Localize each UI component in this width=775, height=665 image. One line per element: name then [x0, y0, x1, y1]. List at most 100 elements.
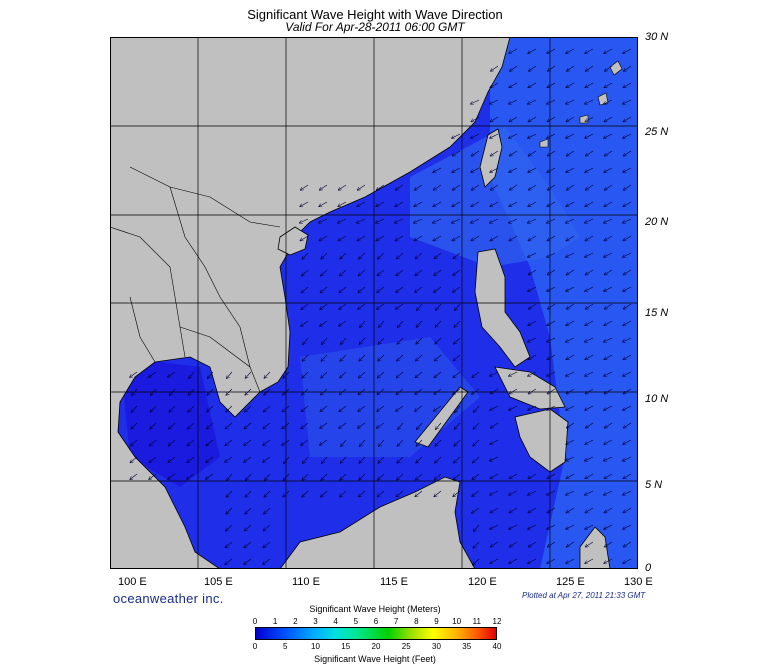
wave-direction-arrow [528, 48, 537, 53]
wave-direction-arrow [472, 371, 480, 377]
wave-direction-arrow [528, 388, 537, 394]
wave-direction-arrow [509, 150, 518, 156]
wave-direction-arrow [206, 456, 214, 462]
wave-direction-arrow [396, 405, 404, 411]
wave-direction-arrow [604, 99, 613, 104]
wave-direction-arrow [585, 473, 594, 479]
wave-direction-arrows [130, 48, 632, 565]
wave-direction-arrow [547, 48, 556, 53]
wave-direction-arrow [378, 371, 385, 378]
wave-direction-arrow [529, 65, 537, 71]
lon-label-105e: 105 E [204, 576, 233, 588]
wave-direction-arrow [225, 439, 233, 446]
lat-label-30n: 30 N [645, 31, 669, 43]
plotted-timestamp: Plotted at Apr 27, 2011 21:33 GMT [522, 591, 646, 600]
wave-direction-arrow [453, 490, 461, 496]
lon-label-100e: 100 E [118, 576, 147, 588]
wave-direction-arrow [623, 82, 632, 88]
wave-direction-arrow [471, 235, 480, 241]
wave-direction-arrow [623, 337, 632, 342]
colorbar-meter-tick: 9 [434, 617, 439, 626]
wave-direction-arrow [416, 354, 423, 361]
wave-direction-arrow [187, 439, 195, 446]
wave-direction-arrow [473, 422, 480, 429]
wave-direction-arrow [322, 456, 328, 463]
wave-direction-arrow [245, 490, 252, 497]
wave-direction-arrow [397, 456, 404, 463]
wave-direction-arrow [130, 456, 138, 463]
wave-direction-arrow [471, 167, 480, 172]
wave-direction-arrow [585, 490, 594, 495]
wave-direction-arrow [585, 439, 594, 444]
wave-direction-arrow [263, 439, 271, 445]
wave-direction-arrow [263, 422, 271, 429]
wave-direction-arrow [339, 405, 347, 412]
wave-direction-arrow [244, 422, 252, 429]
wave-direction-arrow [623, 269, 632, 275]
wave-direction-arrow [245, 371, 252, 378]
wave-direction-arrow [283, 490, 290, 497]
wave-direction-arrow [415, 388, 423, 394]
colorbar-meter-tick: 8 [414, 617, 419, 626]
wave-direction-arrow [585, 541, 594, 547]
colorbar-title-meters: Significant Wave Height (Meters) [309, 604, 441, 614]
wave-direction-arrow [131, 439, 138, 446]
wave-direction-arrow [415, 269, 423, 276]
colorbar-meter-tick: 11 [472, 617, 481, 626]
land-sulawesi [579, 526, 611, 569]
wave-direction-arrow [149, 473, 157, 479]
wave-direction-arrow [452, 218, 461, 223]
wave-direction-arrow [434, 184, 442, 190]
wave-direction-arrow [547, 405, 556, 410]
wave-direction-arrow [264, 490, 271, 497]
wave-direction-arrow [303, 456, 309, 463]
wave-direction-arrow [321, 269, 328, 276]
wave-direction-arrow [303, 337, 309, 344]
wave-direction-arrow [300, 218, 309, 223]
wave-direction-arrow [340, 252, 347, 259]
wave-direction-arrow [301, 320, 309, 326]
wave-direction-arrow [528, 371, 537, 376]
wave-direction-arrow [547, 473, 556, 479]
colorbar-meter-tick: 10 [452, 617, 462, 626]
wave-direction-arrow [377, 269, 385, 276]
wave-direction-arrow [452, 150, 461, 156]
wave-direction-arrow [208, 371, 214, 378]
wave-direction-arrow [604, 388, 613, 394]
wave-direction-arrow [604, 82, 613, 88]
wave-direction-arrow [358, 303, 366, 309]
wave-direction-arrow [452, 201, 461, 207]
wave-direction-arrow [453, 354, 461, 361]
wave-direction-arrow [567, 65, 575, 71]
wave-direction-arrow [473, 456, 480, 463]
wave-direction-arrow [528, 507, 537, 513]
wave-direction-arrow [283, 371, 290, 378]
map-subtitle: Valid For Apr-28-2011 06:00 GMT [285, 20, 465, 34]
wave-direction-arrow [396, 184, 404, 190]
wave-direction-arrow [168, 439, 176, 446]
wave-direction-arrow [433, 218, 442, 223]
wave-direction-arrow [547, 252, 556, 257]
wave-direction-arrow [357, 235, 366, 241]
wave-direction-arrow [396, 303, 404, 309]
wave-direction-arrow [547, 150, 556, 156]
wave-direction-arrow [509, 99, 518, 104]
wave-direction-arrow [283, 388, 290, 395]
wave-direction-arrow [187, 473, 195, 479]
wave-direction-arrow [320, 320, 328, 326]
colorbar-feet-tick: 15 [341, 642, 351, 651]
wave-direction-arrow [604, 439, 613, 444]
wave-direction-arrow [378, 456, 385, 463]
wave-direction-arrow [398, 320, 404, 327]
wave-direction-arrow [623, 48, 632, 53]
wave-direction-arrow [455, 303, 461, 310]
wave-direction-arrow [605, 65, 613, 71]
wave-direction-arrow [604, 354, 613, 360]
wave-direction-arrow [320, 439, 328, 445]
wave-direction-arrow [415, 371, 423, 378]
wave-direction-arrow [471, 133, 480, 138]
wave-direction-arrow [396, 490, 404, 497]
wave-direction-arrow [130, 473, 138, 479]
colorbar-feet-tick: 5 [283, 642, 288, 651]
wave-direction-arrow [547, 388, 556, 394]
